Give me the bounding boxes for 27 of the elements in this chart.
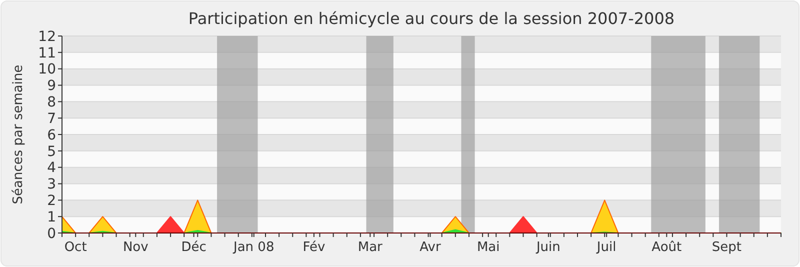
y-tick-label: 11: [38, 45, 56, 62]
y-tick-label: 8: [47, 94, 56, 111]
x-tick-label: Juil: [596, 240, 616, 255]
x-tick-label: Nov: [122, 240, 149, 255]
x-tick-label: Mai: [476, 240, 500, 255]
y-tick-label: 3: [47, 176, 56, 193]
y-tick-label: 9: [47, 78, 56, 94]
y-tick-label: 5: [47, 144, 56, 160]
x-tick-label: Avr: [420, 240, 442, 255]
x-tick-label: Oct: [64, 240, 87, 255]
y-tick-label: 2: [47, 193, 56, 210]
y-tick-label: 4: [47, 160, 56, 176]
x-tick-label: Juin: [535, 240, 560, 255]
chart-title: Participation en hémicycle au cours de la session 2007-2008: [188, 9, 675, 28]
y-tick-label: 7: [47, 110, 56, 127]
x-tick-label: Fév: [302, 240, 326, 255]
y-tick-label: 1: [47, 209, 56, 226]
x-tick-label: Août: [652, 240, 682, 255]
x-tick-label: Sept: [712, 240, 742, 255]
x-tick-label: Mar: [358, 240, 384, 255]
x-tick-label: Déc: [181, 240, 206, 255]
y-axis-title: Séances par semaine: [11, 64, 26, 204]
y-tick-label: 6: [47, 127, 56, 144]
y-tick-label: 12: [38, 28, 56, 45]
y-tick-label: 10: [38, 62, 56, 78]
y-tick-label: 0: [47, 226, 56, 242]
x-tick-label: Jan 08: [232, 240, 274, 255]
